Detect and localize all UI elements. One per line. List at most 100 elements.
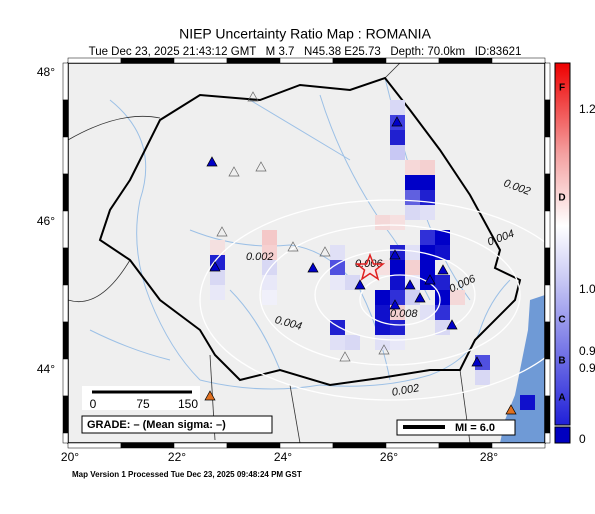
contour-label: 0.008 [390,308,418,320]
frame-tick [62,247,69,286]
frame-tick [62,321,69,360]
cell [435,320,450,335]
frame-tick [62,99,69,138]
frame-tick [438,442,493,449]
station [437,264,449,275]
cell [420,175,435,190]
cell [405,260,420,275]
frame-tick [173,442,228,449]
lat-label: 44° [37,362,55,376]
station [206,156,218,167]
cell [405,205,420,220]
cell [330,275,345,290]
cell [390,100,405,115]
station [424,274,436,285]
frame-tick [120,442,175,449]
frame-tick [544,284,551,323]
contour-label: 0.002 [246,251,274,263]
station [378,344,390,355]
frame-tick [62,358,69,397]
cell [390,290,405,305]
station [228,166,240,177]
land [68,63,545,443]
frame-tick [438,57,493,64]
station [307,262,319,273]
colorbar [554,62,571,426]
cell [390,320,405,335]
cell [375,305,390,320]
station [255,161,267,172]
lon-label: 26° [380,450,398,464]
frame-tick [544,62,551,101]
cell [210,270,225,285]
uncertainty-cells [210,100,535,410]
frame-tick [67,442,122,449]
station [389,299,401,310]
cell [450,290,465,305]
contour-label: 0.002 [391,382,420,399]
station [287,241,299,252]
station [404,279,416,290]
grade-letter: A [558,393,565,404]
cell [435,290,450,305]
cell [262,275,277,290]
lat-label: 48° [37,65,55,79]
legend-box [396,419,516,436]
grade-box [81,415,273,434]
cell [475,370,490,385]
frame-tick [62,62,69,101]
station [247,91,259,102]
frame-tick [544,395,551,434]
cell [330,245,345,260]
magnitude-legend: MI = 6.0 [455,422,495,434]
lon-label: 24° [274,450,292,464]
cell [435,275,450,290]
frame-tick [173,57,228,64]
epicenter [354,252,386,281]
cell [405,160,420,175]
station [505,404,517,415]
colorbar-tick: 1.0 [579,282,595,296]
frame-tick [226,442,281,449]
lon-label: 28° [480,450,498,464]
cell [262,245,277,260]
grade-letter: C [558,315,565,326]
cell [420,260,435,275]
cell [405,175,420,190]
cell [330,260,345,275]
station [391,116,403,127]
lon-label: 22° [168,450,186,464]
cell [330,335,345,350]
cell [420,160,435,175]
frame-tick [62,395,69,434]
cell [390,215,405,230]
colorbar-tick: 0.9 [579,361,595,375]
frame-tick [62,136,69,175]
map-area: 0.002 0.004 0.002 0.006 0.006 0.008 0.00… [68,63,545,443]
title: NIEP Uncertainty Ratio Map : ROMANIA [179,26,431,42]
cell [520,395,535,410]
frame-tick [332,442,387,449]
cell [390,335,405,350]
cell [390,145,405,160]
romania-border [98,76,522,387]
frame-tick [332,57,387,64]
frame-tick [491,442,546,449]
scale-label: 150 [178,397,198,411]
frame-tick [385,442,440,449]
frame-tick [67,57,122,64]
cell [345,335,360,350]
colorbar-tick: 0 [579,432,586,446]
lon-label: 20° [61,450,79,464]
station [471,356,483,367]
frame-tick [544,432,551,444]
cell [375,215,390,230]
frame-tick [544,358,551,397]
station [209,261,221,272]
station [414,292,426,303]
subtitle: Tue Dec 23, 2025 21:43:12 GMT M 3.7 N45.… [89,46,522,58]
cell [435,230,450,245]
lat-label: 46° [37,214,55,228]
footer: Map Version 1 Processed Tue Dec 23, 2025… [72,470,302,479]
